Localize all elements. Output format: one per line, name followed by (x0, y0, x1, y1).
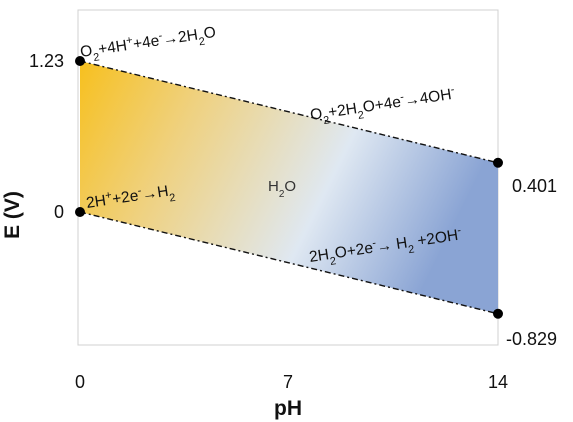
y-tick-label-0: 0 (54, 202, 64, 222)
y-axis-title: E (V) (1, 191, 24, 239)
oxygen-line (79, 60, 499, 164)
right-label-neg0.829: -0.829 (506, 329, 557, 349)
region-label-water: H2O (268, 178, 296, 200)
point-h2-ph14 (493, 308, 503, 319)
y-tick-label-1.23: 1.23 (29, 51, 64, 71)
annotation-acidic-h2: 2H++2e-→H2 (85, 180, 177, 217)
annotation-basic-h2: 2H2O+2e-→ H2 +2OH- (308, 224, 464, 271)
x-tick-label-7: 7 (283, 372, 293, 392)
point-h2-ph0 (75, 207, 85, 217)
hydrogen-line (79, 211, 499, 315)
x-tick-label-14: 14 (488, 372, 508, 392)
right-label-0.401: 0.401 (512, 176, 557, 196)
point-o2-ph14 (493, 157, 503, 168)
annotation-basic-o2: O2+2H2O+4e-→4OH- (309, 83, 458, 128)
x-axis-title: pH (274, 397, 302, 420)
water-stability-region (80, 61, 498, 314)
annotation-acidic-o2: O2+4H++4e-→2H2O (79, 22, 218, 66)
x-tick-label-0: 0 (75, 372, 85, 392)
point-o2-ph0 (75, 56, 85, 66)
